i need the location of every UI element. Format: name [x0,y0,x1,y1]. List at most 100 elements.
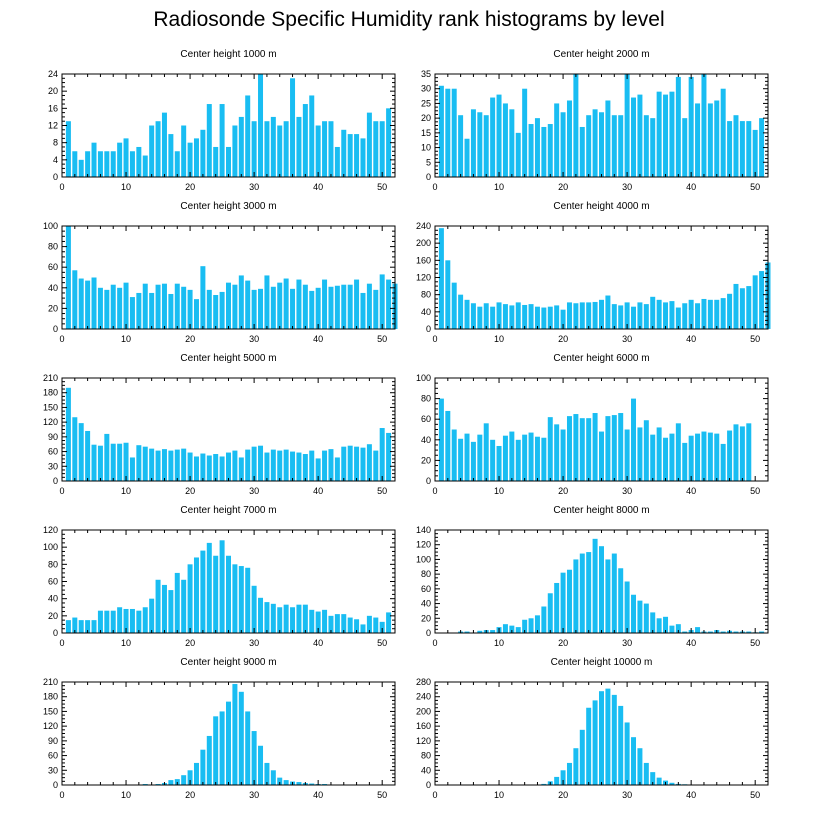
x-tick-label: 50 [750,334,760,344]
bar [315,458,321,481]
bar [438,85,444,177]
x-tick-label: 40 [686,790,696,800]
bar [733,115,739,177]
x-tick-label: 10 [494,182,504,192]
bar [379,428,385,481]
bar [733,283,739,329]
bar [586,302,592,329]
bar [149,598,155,633]
bar [290,451,296,481]
bar [328,286,334,329]
bar [560,770,566,785]
bar [759,631,765,633]
bar [566,569,572,633]
y-tick-label: 0 [426,324,431,334]
bar [445,88,451,177]
bar [117,443,123,481]
bar [65,387,71,481]
bar [502,624,508,633]
bar [181,286,187,329]
bar [283,449,289,481]
bar [579,553,585,633]
bar [97,151,103,177]
bar [283,604,289,633]
bar [477,306,483,329]
bar [759,271,765,329]
y-tick-label: 120 [43,417,58,427]
bar [309,609,315,633]
bar [586,707,592,785]
x-tick-label: 0 [432,486,437,496]
y-tick-label: 150 [43,706,58,716]
y-tick-label: 200 [416,238,431,248]
bar [682,631,688,633]
x-tick-label: 50 [750,638,760,648]
bar [573,414,579,481]
bar [219,104,225,177]
bar [714,433,720,481]
bar [277,125,283,177]
y-tick-label: 60 [48,577,58,587]
bar [656,427,662,481]
bar [65,121,71,177]
bar [560,429,566,481]
bar [270,116,276,177]
y-tick-label: 5 [426,157,431,167]
bar [200,749,206,785]
bar [193,762,199,785]
bar [174,283,180,329]
bar [733,424,739,481]
bar [296,116,302,177]
y-tick-label: 80 [421,751,431,761]
bar [110,610,116,633]
x-tick-label: 30 [249,334,259,344]
bar [688,76,694,177]
bar [688,435,694,481]
bar [264,762,270,785]
bar [637,94,643,177]
y-tick-label: 200 [416,706,431,716]
bar [290,78,296,177]
y-tick-label: 30 [421,84,431,94]
bar [624,302,630,329]
x-tick-label: 30 [249,638,259,648]
bar [251,121,257,177]
bar [695,627,701,633]
bar [547,593,553,633]
bar [541,606,547,633]
bar [334,457,340,481]
bar [618,115,624,177]
bar [714,299,720,329]
y-tick-label: 240 [416,221,431,231]
y-tick-label: 80 [48,559,58,569]
bar [123,138,129,178]
bar [181,579,187,633]
bar [637,427,643,481]
bar [373,450,379,481]
bar [560,112,566,177]
bar [386,108,392,177]
bar [302,104,308,177]
bar [631,594,637,633]
bar [104,151,110,177]
bar [637,748,643,785]
x-tick-label: 50 [377,486,387,496]
bar [727,430,733,481]
bar [251,585,257,633]
panel-title: Center height 9000 m [180,657,276,668]
bar [155,121,161,177]
bar [727,293,733,329]
bar [193,138,199,178]
bar [328,121,334,177]
y-tick-label: 25 [421,98,431,108]
bar [579,126,585,177]
bar [631,737,637,785]
bar [464,433,470,481]
bar [618,568,624,633]
bar [695,303,701,329]
panel-title: Center height 8000 m [553,505,649,516]
bar [302,284,308,329]
panel-title: Center height 10000 m [551,657,653,668]
bar [187,142,193,177]
bar [631,306,637,329]
